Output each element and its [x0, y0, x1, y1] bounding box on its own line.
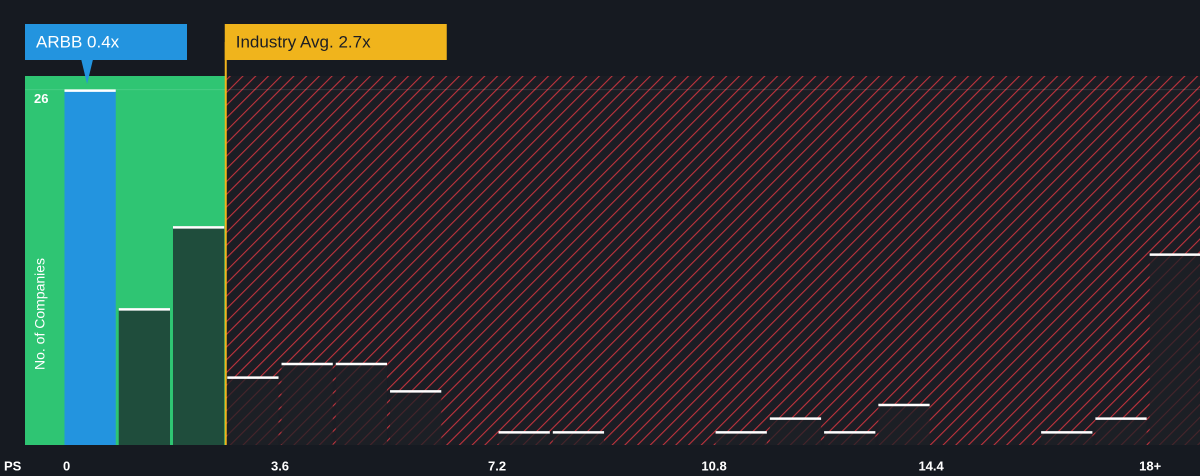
callout-box: [25, 24, 187, 60]
bar: [769, 417, 822, 445]
x-axis-label: PS: [4, 458, 22, 473]
bar: [390, 390, 442, 445]
bar: [118, 308, 170, 445]
bar: [715, 431, 767, 445]
bar: [64, 89, 116, 446]
bar: [1095, 417, 1147, 445]
bar: [552, 431, 605, 445]
bar: [281, 363, 333, 445]
x-tick-label: 3.6: [271, 458, 289, 473]
x-tick-label: 14.4: [918, 458, 944, 473]
bar: [227, 376, 279, 445]
bar: [878, 404, 930, 445]
bar: [824, 431, 876, 445]
bar: [335, 363, 388, 445]
x-tick-label: 10.8: [701, 458, 726, 473]
bar: [498, 431, 550, 445]
callout-pointer: [81, 59, 94, 84]
x-tick-label: 0: [63, 458, 70, 473]
bar: [1041, 431, 1093, 445]
y-axis-label: No. of Companies: [32, 258, 48, 370]
callout-label: Industry Avg. 2.7x: [236, 32, 371, 51]
x-tick-label: 18+: [1139, 458, 1161, 473]
callout-box: [224, 24, 447, 60]
above-average-zone: [225, 76, 1200, 445]
bar: [172, 226, 225, 445]
y-tick-label: 26: [34, 91, 48, 106]
bar: [1149, 253, 1200, 445]
x-tick-label: 7.2: [488, 458, 506, 473]
callout-label: ARBB 0.4x: [36, 32, 120, 51]
